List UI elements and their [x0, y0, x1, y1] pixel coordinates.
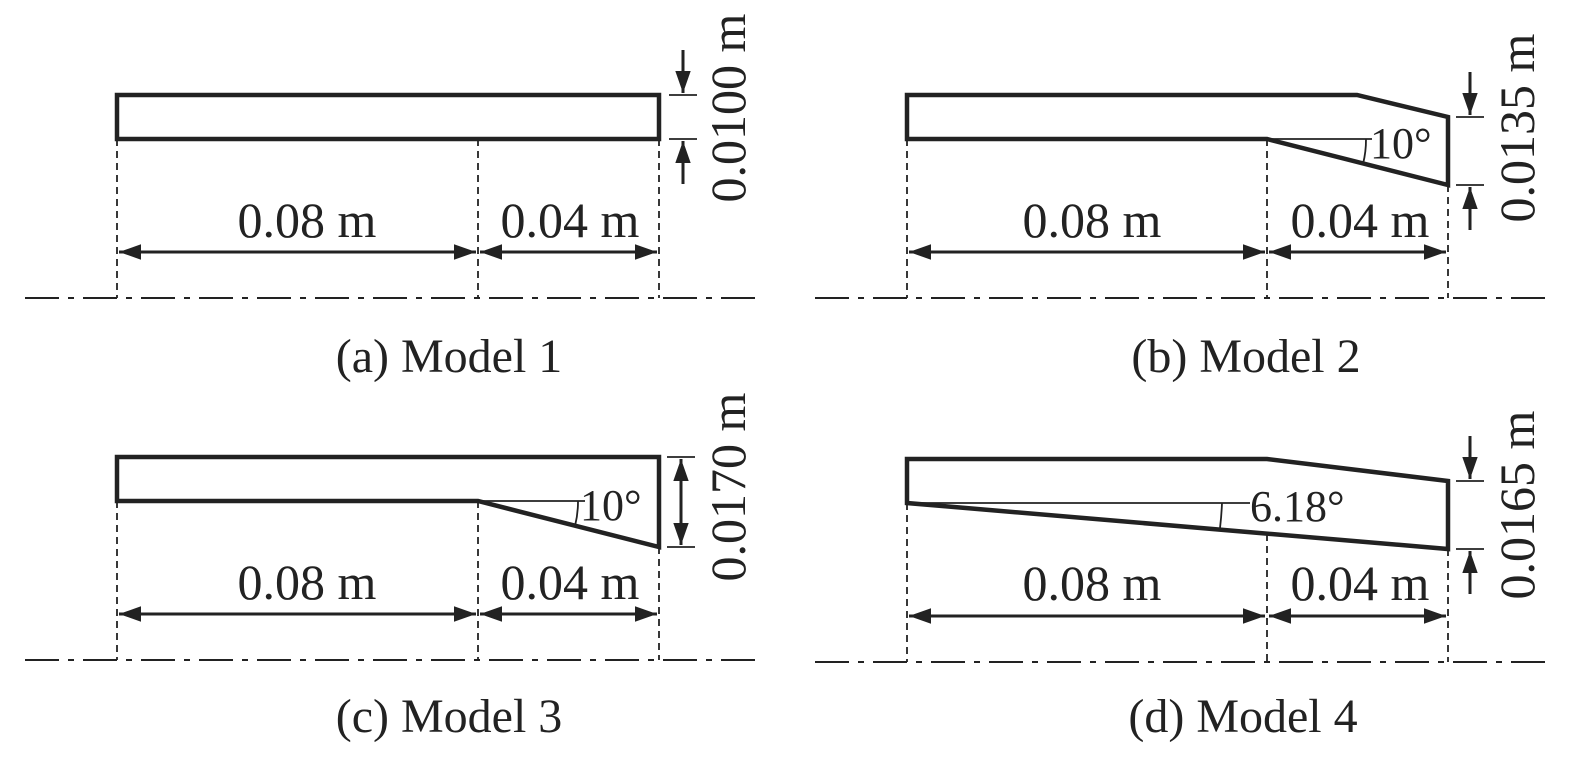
- model-4-profile: [904, 456, 1451, 552]
- length-label-2: 0.04 m: [1291, 555, 1430, 611]
- angle-arc: [574, 500, 579, 527]
- height-label: 0.0170 m: [700, 392, 756, 581]
- panel-caption: (c) Model 3: [336, 690, 563, 743]
- panel-caption: (b) Model 2: [1131, 330, 1360, 383]
- angle-label: 10°: [1370, 119, 1432, 168]
- angle-label: 6.18°: [1250, 482, 1345, 531]
- length-label-1: 0.08 m: [1023, 192, 1162, 248]
- angle-arc: [1219, 502, 1223, 529]
- length-label-1: 0.08 m: [238, 554, 377, 610]
- panel-caption: (d) Model 4: [1128, 690, 1357, 743]
- panel-model-2: 10° 0.08 m 0.04 m 0.0135 m (b) Model 2: [815, 33, 1545, 383]
- panel-model-3: 10° 0.08 m 0.04 m 0.0170 m (c) Model 3: [25, 392, 756, 743]
- angle-arc: [1362, 138, 1367, 165]
- panel-model-4: 6.18° 0.08 m 0.04 m 0.0165 m (d) Model 4: [815, 410, 1545, 743]
- length-label-1: 0.08 m: [1023, 555, 1162, 611]
- height-label: 0.0135 m: [1489, 33, 1545, 222]
- length-label-2: 0.04 m: [501, 192, 640, 248]
- length-label-1: 0.08 m: [238, 192, 377, 248]
- angle-label: 10°: [580, 481, 642, 530]
- panel-model-1: 0.08 m 0.04 m 0.0100 m (a) Model 1: [25, 13, 756, 383]
- model-1-profile: [114, 92, 662, 142]
- length-label-2: 0.04 m: [501, 554, 640, 610]
- height-label: 0.0100 m: [700, 13, 756, 202]
- length-label-2: 0.04 m: [1291, 192, 1430, 248]
- model-3-profile: [114, 454, 662, 550]
- height-label: 0.0165 m: [1489, 410, 1545, 599]
- panel-caption: (a) Model 1: [336, 330, 563, 383]
